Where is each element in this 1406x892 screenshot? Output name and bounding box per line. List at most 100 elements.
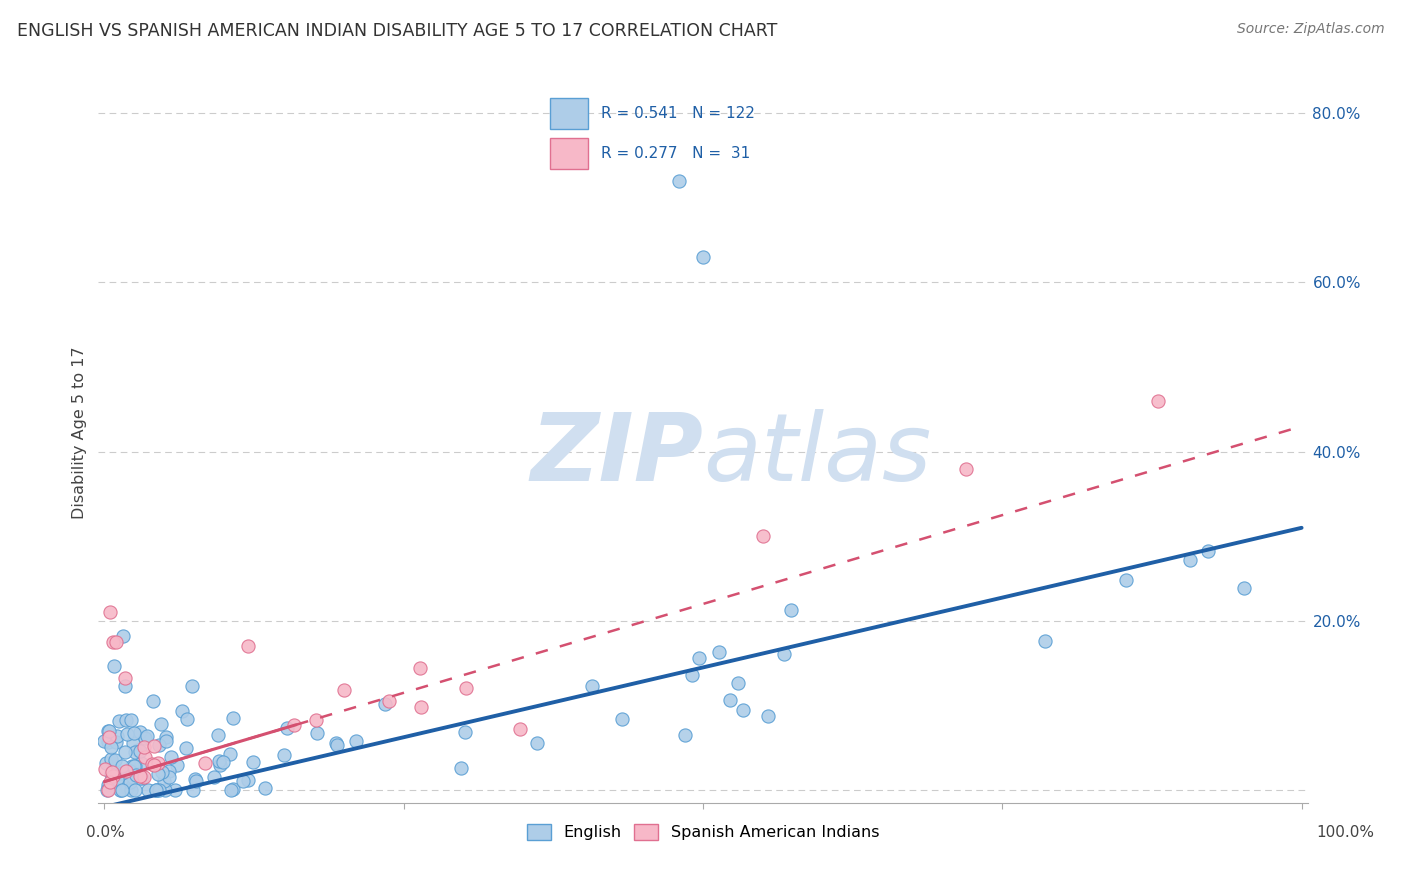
Point: [325, 736, 347, 750]
Point: [101, 769, 124, 783]
Point: [150, 764, 173, 779]
Point: [773, 647, 796, 661]
Point: [124, 783, 146, 797]
Point: [120, 774, 142, 789]
Y-axis label: Disability Age 5 to 17: Disability Age 5 to 17: [72, 346, 87, 519]
Point: [131, 771, 153, 785]
Point: [160, 750, 183, 764]
Point: [374, 698, 396, 712]
Point: [129, 743, 152, 757]
Point: [283, 718, 305, 732]
Point: [727, 676, 749, 690]
Point: [242, 755, 264, 769]
Point: [194, 756, 217, 771]
Point: [128, 771, 150, 785]
Point: [104, 735, 127, 749]
Point: [122, 771, 145, 785]
Point: [138, 783, 160, 797]
Point: [1147, 393, 1170, 408]
Point: [333, 683, 356, 698]
Point: [112, 630, 135, 644]
Point: [97, 735, 120, 749]
Point: [150, 717, 173, 731]
Point: [326, 738, 349, 752]
Point: [115, 713, 138, 727]
Point: [221, 782, 243, 797]
Point: [409, 661, 432, 675]
Point: [125, 766, 148, 780]
Point: [152, 773, 174, 788]
Point: [184, 772, 207, 786]
Point: [208, 758, 231, 772]
Point: [305, 713, 328, 727]
Point: [128, 724, 150, 739]
Point: [148, 738, 170, 752]
Point: [157, 764, 180, 779]
Point: [114, 679, 136, 693]
Point: [134, 750, 156, 764]
Point: [98, 731, 121, 745]
Point: [163, 783, 186, 797]
Point: [409, 699, 432, 714]
Point: [97, 783, 120, 797]
Point: [1115, 573, 1137, 587]
Text: Source: ZipAtlas.com: Source: ZipAtlas.com: [1237, 22, 1385, 37]
Point: [100, 767, 122, 781]
Point: [344, 733, 367, 747]
Point: [108, 783, 131, 797]
Point: [100, 606, 122, 620]
Point: [141, 757, 163, 772]
Point: [105, 635, 128, 649]
Point: [117, 780, 139, 795]
Point: [378, 694, 401, 708]
Point: [707, 645, 730, 659]
Point: [124, 745, 146, 759]
Point: [134, 770, 156, 784]
Point: [232, 774, 254, 789]
Point: [176, 712, 198, 726]
Point: [174, 740, 197, 755]
Point: [692, 250, 714, 264]
Point: [94, 756, 117, 771]
Point: [180, 679, 202, 693]
Point: [145, 783, 167, 797]
Point: [454, 724, 477, 739]
Point: [166, 758, 188, 772]
Point: [526, 736, 548, 750]
Point: [111, 771, 134, 785]
Point: [122, 726, 145, 740]
Point: [148, 767, 170, 781]
Text: 100.0%: 100.0%: [1316, 825, 1375, 840]
Point: [202, 770, 225, 784]
Point: [110, 783, 132, 797]
Point: [148, 783, 170, 797]
Point: [509, 723, 531, 737]
Point: [610, 712, 633, 726]
Point: [208, 755, 231, 769]
Legend: English, Spanish American Indians: English, Spanish American Indians: [520, 817, 886, 847]
Point: [157, 770, 180, 784]
Point: [121, 759, 143, 773]
Point: [122, 736, 145, 750]
Point: [222, 711, 245, 725]
Point: [100, 740, 122, 755]
Point: [1178, 553, 1201, 567]
Point: [142, 757, 165, 772]
Point: [142, 694, 165, 708]
Point: [1197, 543, 1219, 558]
Point: [236, 640, 259, 654]
Point: [253, 780, 276, 795]
Point: [105, 772, 128, 786]
Point: [454, 681, 477, 696]
Point: [155, 734, 177, 748]
Point: [114, 671, 136, 685]
Point: [1033, 633, 1056, 648]
Text: ENGLISH VS SPANISH AMERICAN INDIAN DISABILITY AGE 5 TO 17 CORRELATION CHART: ENGLISH VS SPANISH AMERICAN INDIAN DISAB…: [17, 22, 778, 40]
Point: [273, 747, 295, 762]
Point: [104, 753, 127, 767]
Point: [127, 767, 149, 781]
Point: [114, 745, 136, 759]
Point: [142, 739, 165, 754]
Point: [581, 679, 603, 693]
Point: [110, 783, 132, 797]
